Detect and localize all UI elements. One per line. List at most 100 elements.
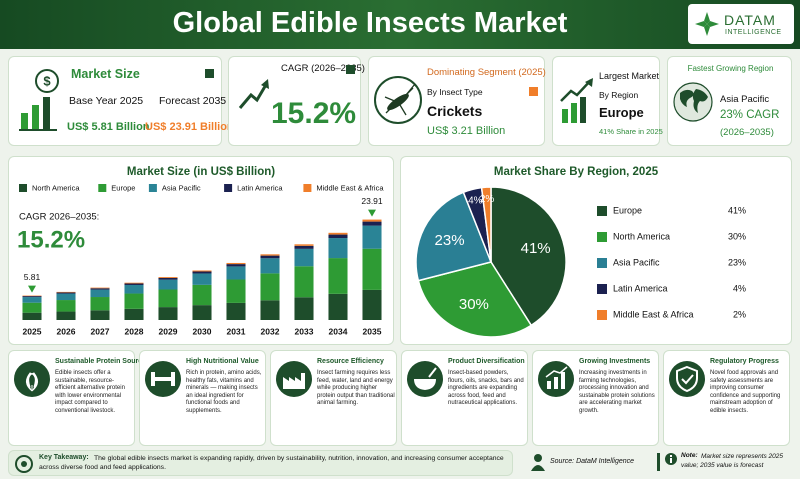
page-title: Global Edible Insects Market [172,7,568,39]
x-tick-label: 2029 [159,326,178,336]
kpi-marker [346,65,355,74]
chart-title: Market Share By Region, 2025 [494,166,659,178]
legend-swatch [303,184,312,192]
legend-label: Middle East & Africa [613,309,694,319]
kpi-card: Largest Market By Region Europe 41% Shar… [552,56,663,146]
legend-value: 4% [733,283,746,293]
bar-segment [226,302,246,320]
bar-segment [158,277,178,280]
kpi-card: $ Market Size Base Year 2025 Forecast 20… [8,56,234,146]
feature-title: Regulatory Progress [710,358,779,365]
legend-swatch [597,310,607,320]
bar-segment [328,238,348,259]
note-text: Market size represents 2025 value; 2035 … [681,453,784,469]
kpi-icon [673,82,713,122]
feature-text: Insect-based powders, flours, oils, snac… [448,370,524,407]
bar-segment [362,248,382,290]
feature-text: Novel food approvals and safety assessme… [710,370,781,414]
bar-segment [260,273,280,301]
note-icon [665,453,677,465]
logo-icon [695,12,719,36]
bar-segment [124,282,144,284]
pie-slice [480,186,492,263]
divider [657,453,660,471]
legend-swatch [597,232,607,242]
bar-segment [90,310,110,320]
feature-title: Sustainable Protein Source [55,358,147,365]
legend-label: Asia Pacific [613,257,660,267]
bar-segment [226,279,246,303]
legend-label: Europe [613,205,642,215]
bar-segment [22,312,42,320]
feature-title: Growing Investments [579,358,651,365]
legend-value: 41% [728,205,746,215]
kpi-detail: 23% CAGR [720,109,780,121]
legend-label: North America [613,231,670,241]
feature-card: Regulatory Progress Novel food approvals … [663,350,790,446]
legend-value: 30% [728,231,746,241]
legend-swatch [597,206,607,216]
legend-label: Latin America [237,183,283,192]
kpi-title: Largest Market [599,71,660,81]
kpi-detail: US$ 3.21 Billion [427,125,506,137]
feature-title: Product Diversification [448,358,525,365]
bar-segment [328,293,348,320]
kpi-card: Fastest Growing Region Asia Pacific 23% … [667,56,792,146]
bar-segment [158,307,178,320]
annotation-label: CAGR 2026–2035: [19,212,99,223]
bar-segment [192,270,212,272]
legend-swatch [19,184,27,192]
feature-icon [276,361,312,397]
bar-segment [294,245,314,249]
logo-sub: INTELLIGENCE [725,29,782,36]
bar-segment [56,300,76,312]
bar-segment [90,289,110,298]
kpi-card: Dominating Segment (2025) By Insect Type… [368,56,546,146]
svg-text:$: $ [43,73,51,88]
legend-swatch [597,258,607,268]
feature-icon [407,361,443,397]
bar-segment [294,244,314,246]
legend-label: Europe [111,183,135,192]
feature-text: Rich in protein, amino acids, healthy fa… [186,370,262,414]
bar-segment [56,292,76,294]
bar-segment [362,219,382,222]
bar-segment [124,308,144,320]
takeaway-label: Key Takeaway: [39,454,89,461]
bar-segment [56,311,76,320]
feature-text: Edible insects offer a sustainable, reso… [55,370,125,414]
kpi-value: US$ 23.91 Billion [145,121,234,133]
bar-segment [90,297,110,311]
bar-segment [294,248,314,267]
feature-icon [14,361,50,397]
bar-segment [294,266,314,298]
annotation-value: 23.91 [361,196,383,206]
kpi-value: US$ 5.81 Billion [67,121,150,133]
bar-segment [22,296,42,298]
feature-card: Resource Efficiency Insect farming requir… [270,350,397,446]
legend-value: 23% [728,257,746,267]
pie-panel: Market Share By Region, 2025 41% Europe 41%… [400,156,792,345]
feature-icon [538,361,574,397]
bar-segment [362,221,382,226]
kpi-subtitle: By Insect Type [427,87,483,97]
feature-text: Insect farming requires less feed, water… [317,370,395,407]
kpi-value: Asia Pacific [720,94,770,105]
slice-label: 23% [435,232,465,249]
bar-segment [260,258,280,274]
kpi-detail: 41% Share in 2025 [599,127,663,136]
bar-segment [328,234,348,239]
annotation-arrow [368,209,376,217]
bar-segment [328,232,348,235]
annotation-value: 5.81 [24,272,41,282]
pie-chart: Market Share By Region, 2025 41% Europe 41%… [415,166,746,338]
kpi-title: Dominating Segment (2025) [427,67,546,78]
feature-text: Increasing investments in farming techno… [579,370,655,414]
x-tick-label: 2034 [329,326,348,336]
bar-segment [192,273,212,285]
legend-label: Asia Pacific [162,183,201,192]
legend-swatch [597,284,607,294]
feature-card: High Nutritional Value Rich in protein, a… [139,350,266,446]
kpi-icon [238,79,269,109]
bar-segment [362,225,382,249]
